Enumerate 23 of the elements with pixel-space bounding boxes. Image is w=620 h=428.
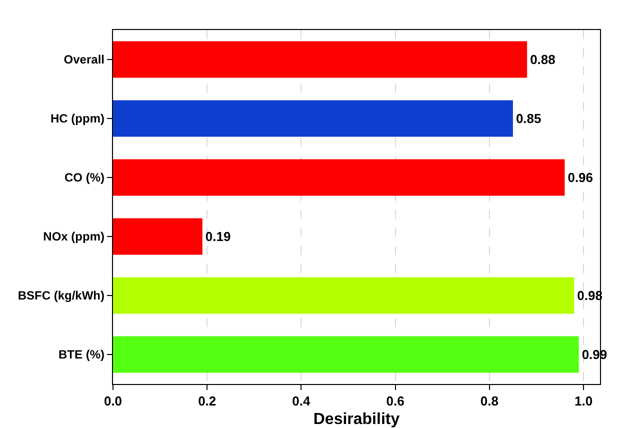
bar <box>113 277 574 314</box>
y-tick-label: BSFC (kg/kWh) <box>18 288 104 303</box>
x-axis-title: Desirability <box>313 411 400 428</box>
bar <box>113 218 202 255</box>
x-tick-label: 0.4 <box>292 394 312 409</box>
x-tick-label: 0.6 <box>386 394 404 409</box>
y-tick-label: BTE (%) <box>58 348 104 362</box>
x-tick-label: 1.0 <box>574 394 593 409</box>
bar <box>113 336 579 373</box>
y-tick-label: Overall <box>64 52 104 67</box>
bar <box>113 159 565 196</box>
x-tick-label: 0.2 <box>198 394 216 409</box>
bar <box>113 41 528 78</box>
y-tick-label: HC (ppm) <box>50 112 104 126</box>
y-tick-label: CO (%) <box>64 170 104 185</box>
data-label: 0.96 <box>568 170 594 185</box>
x-tick-label: 0.0 <box>104 394 122 409</box>
x-tick-label: 0.8 <box>480 394 498 409</box>
bar <box>113 100 513 137</box>
data-label: 0.88 <box>530 52 556 67</box>
data-label: 0.19 <box>205 229 231 244</box>
data-label: 0.85 <box>516 111 542 126</box>
y-tick-label: NOx (ppm) <box>43 230 104 244</box>
